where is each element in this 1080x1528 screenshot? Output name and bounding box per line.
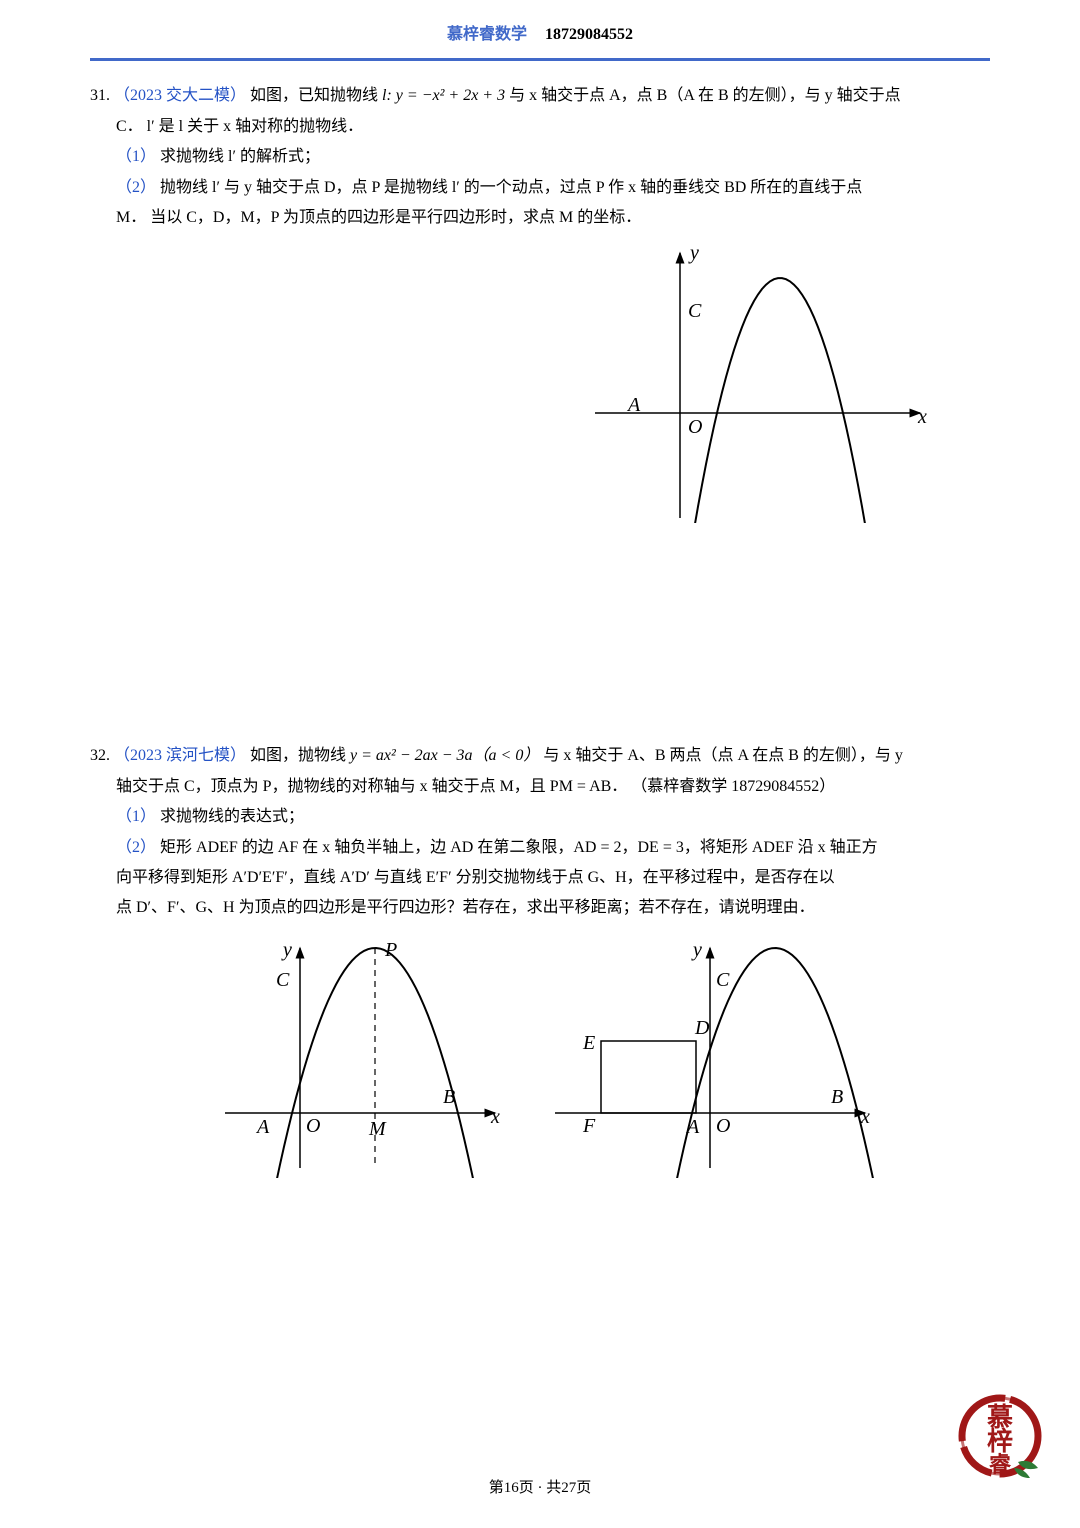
svg-text:C: C: [688, 300, 702, 322]
svg-text:O: O: [716, 1115, 730, 1137]
problem-32-figure-right: y x OA B C D E F: [535, 938, 875, 1178]
header-brand: 慕梓睿数学: [447, 26, 527, 43]
svg-text:P: P: [384, 939, 397, 961]
problem-32-line2-text: 轴交于点 C，顶点为 P，抛物线的对称轴与 x 轴交于点 M，且 PM = AB…: [116, 778, 631, 795]
problem-32-part2-num: （2）: [116, 839, 156, 856]
svg-text:y: y: [281, 939, 292, 961]
svg-text:O: O: [688, 416, 702, 438]
svg-text:A: A: [626, 394, 641, 416]
problem-31-number: 31.: [90, 87, 110, 104]
svg-text:A: A: [685, 1116, 700, 1138]
problem-32-t2: 与 x 轴交于 A、B 两点（点 A 在点 B 的左侧），与 y: [543, 747, 903, 764]
problem-31-part1-text: 求抛物线 l′ 的解析式；: [160, 148, 320, 165]
brand-seal: 慕梓睿: [956, 1392, 1044, 1480]
svg-text:B: B: [443, 1086, 455, 1108]
svg-text:C: C: [276, 969, 290, 991]
problem-32-part2-l2: 向平移得到矩形 A′D′E′F′，直线 A′D′ 与直线 E′F′ 分别交抛物线…: [90, 863, 990, 893]
svg-text:y: y: [688, 243, 699, 264]
problem-32-stem: 32. （2023 滨河七模） 如图，抛物线 y = ax² − 2ax − 3…: [90, 741, 990, 771]
problem-32-part2-l3: 点 D′、F′、G、H 为顶点的四边形是平行四边形？若存在，求出平移距离；若不存…: [90, 893, 990, 923]
problem-32-part2-t1: 矩形 ADEF 的边 AF 在 x 轴负半轴上，边 AD 在第二象限，AD = …: [160, 839, 878, 856]
problem-31-part1-num: （1）: [116, 148, 156, 165]
svg-text:E: E: [582, 1032, 595, 1054]
problem-31-line2: C． l′ 是 l 关于 x 轴对称的抛物线．: [90, 112, 990, 142]
svg-text:D: D: [694, 1017, 710, 1039]
svg-text:B: B: [831, 1086, 843, 1108]
problem-32-part2-l1: （2） 矩形 ADEF 的边 AF 在 x 轴负半轴上，边 AD 在第二象限，A…: [90, 833, 990, 863]
problem-31-t1: 如图，已知抛物线: [250, 87, 382, 104]
svg-text:y: y: [691, 939, 702, 961]
header-phone: 18729084552: [545, 26, 633, 43]
svg-text:M: M: [368, 1118, 387, 1140]
problem-31-part2-line2: M． 当以 C，D，M，P 为顶点的四边形是平行四边形时，求点 M 的坐标．: [90, 203, 990, 233]
problem-31-figure: y x O A C: [550, 243, 930, 523]
problem-32: 32. （2023 滨河七模） 如图，抛物线 y = ax² − 2ax − 3…: [90, 741, 990, 1177]
problem-31-part1: （1） 求抛物线 l′ 的解析式；: [90, 142, 990, 172]
svg-text:C: C: [716, 969, 730, 991]
problem-31: 31. （2023 交大二模） 如图，已知抛物线 l: y = −x² + 2x…: [90, 81, 990, 723]
problem-32-number: 32.: [90, 747, 110, 764]
problem-31-source: （2023 交大二模）: [114, 87, 246, 104]
problem-32-part1-num: （1）: [116, 808, 156, 825]
svg-text:O: O: [306, 1115, 320, 1137]
problem-32-figure-left: y x O A B C P M: [205, 938, 505, 1178]
problem-31-figure-wrap: y x O A C: [90, 243, 990, 523]
svg-text:x: x: [860, 1106, 870, 1128]
problem-32-eq: y = ax² − 2ax − 3a（a < 0）: [350, 747, 539, 764]
problem-31-t2: 与 x 轴交于点 A，点 B（A 在 B 的左侧），与 y 轴交于点: [509, 87, 901, 104]
problem-32-line2-suffix: （慕梓睿数学 18729084552）: [631, 778, 835, 795]
problem-32-source: （2023 滨河七模）: [114, 747, 246, 764]
problem-31-part2-num: （2）: [116, 179, 156, 196]
problem-31-part2-t1: 抛物线 l′ 与 y 轴交于点 D，点 P 是抛物线 l′ 的一个动点，过点 P…: [160, 179, 862, 196]
svg-text:x: x: [490, 1106, 500, 1128]
problem-32-t1: 如图，抛物线: [250, 747, 350, 764]
svg-text:睿: 睿: [989, 1452, 1012, 1477]
problem-31-workspace: [90, 543, 990, 723]
problem-32-figures: yxOABCPM yxOABCDEF: [90, 938, 990, 1178]
svg-text:x: x: [917, 406, 927, 428]
seal-icon: 慕梓睿: [956, 1392, 1044, 1480]
problem-31-eq: l: y = −x² + 2x + 3: [382, 87, 505, 104]
problem-32-part1-text: 求抛物线的表达式；: [160, 808, 304, 825]
problem-31-stem: 31. （2023 交大二模） 如图，已知抛物线 l: y = −x² + 2x…: [90, 81, 990, 111]
svg-text:A: A: [255, 1116, 270, 1138]
page-footer: 第16页 · 共27页: [0, 1474, 1080, 1503]
problem-32-line2: 轴交于点 C，顶点为 P，抛物线的对称轴与 x 轴交于点 M，且 PM = AB…: [90, 772, 990, 802]
problem-32-part1: （1） 求抛物线的表达式；: [90, 802, 990, 832]
page-header: 慕梓睿数学 18729084552: [90, 20, 990, 61]
svg-text:F: F: [582, 1115, 596, 1137]
problem-31-part2-line1: （2） 抛物线 l′ 与 y 轴交于点 D，点 P 是抛物线 l′ 的一个动点，…: [90, 173, 990, 203]
